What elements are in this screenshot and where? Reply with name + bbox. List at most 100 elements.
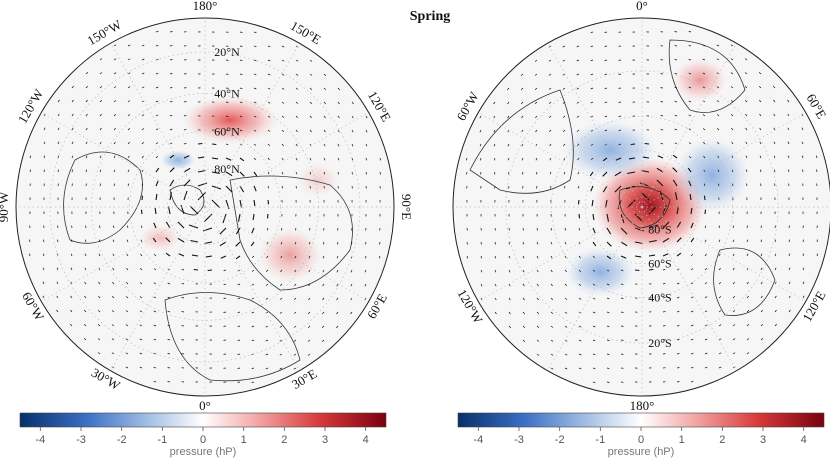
- wind-vector: [548, 87, 552, 90]
- latitude-label: 60°N: [214, 124, 240, 138]
- wind-vector: [577, 171, 580, 175]
- wind-vector: [508, 269, 511, 273]
- wind-vector: [309, 59, 313, 62]
- wind-vector: [704, 296, 708, 299]
- wind-vector: [364, 269, 367, 273]
- wind-vector: [281, 101, 285, 104]
- wind-vector: [604, 45, 608, 47]
- wind-vector: [295, 45, 299, 48]
- wind-vector: [71, 85, 74, 89]
- wind-vector: [760, 253, 763, 257]
- wind-vector: [112, 267, 115, 271]
- wind-vector: [71, 169, 73, 173]
- wind-vector: [43, 155, 46, 159]
- wind-vector: [702, 114, 706, 117]
- wind-vector: [773, 127, 776, 131]
- wind-vector: [676, 339, 680, 341]
- wind-vector: [746, 239, 749, 243]
- wind-vector: [816, 239, 818, 243]
- wind-vector: [169, 73, 173, 75]
- wind-vector: [562, 129, 566, 133]
- wind-vector: [620, 297, 624, 299]
- wind-vector: [702, 86, 706, 89]
- wind-vector: [169, 142, 173, 145]
- coastline-south-america: [469, 89, 574, 194]
- wind-vector: [758, 72, 762, 75]
- wind-vector: [127, 183, 130, 187]
- wind-vector: [578, 255, 581, 259]
- wind-vector: [153, 222, 157, 229]
- wind-vector: [604, 199, 608, 208]
- wind-vector: [29, 169, 31, 173]
- wind-vector: [183, 155, 190, 159]
- wind-vector: [253, 31, 257, 34]
- wind-vector: [604, 59, 608, 61]
- coastline-north-america: [63, 151, 143, 244]
- wind-vector: [308, 241, 311, 245]
- colorbar-tick-label: 3: [760, 434, 766, 446]
- wind-vector: [323, 143, 326, 147]
- longitude-label: 180°: [193, 0, 218, 13]
- wind-vector: [223, 297, 227, 299]
- wind-vector: [688, 180, 692, 187]
- latitude-circle: [129, 131, 281, 283]
- wind-vector: [112, 239, 115, 243]
- wind-vector: [237, 269, 241, 272]
- wind-vector: [321, 339, 325, 342]
- wind-vector: [535, 129, 538, 133]
- wind-vector: [732, 239, 735, 243]
- wind-vector: [127, 169, 130, 173]
- wind-vector: [620, 227, 628, 235]
- anomaly-south-pacific: [565, 247, 635, 297]
- wind-vector: [267, 157, 270, 161]
- wind-vector: [265, 353, 269, 356]
- wind-vector: [564, 241, 567, 245]
- wind-vector: [746, 295, 749, 299]
- wind-vector: [578, 339, 582, 342]
- wind-vector: [237, 339, 241, 341]
- wind-vector: [167, 339, 171, 341]
- wind-vector: [576, 73, 580, 76]
- wind-vector: [589, 171, 594, 177]
- wind-vector: [139, 296, 143, 299]
- colorbar-tick-label: -4: [35, 434, 45, 446]
- wind-vector: [730, 44, 734, 47]
- wind-vector: [690, 268, 694, 271]
- wind-vector: [309, 87, 313, 90]
- wind-vector: [662, 311, 666, 313]
- wind-vector: [578, 283, 582, 286]
- wind-vector: [251, 367, 255, 370]
- wind-vector: [126, 239, 129, 243]
- wind-vector: [181, 311, 185, 313]
- wind-vector: [688, 128, 692, 131]
- wind-vector: [113, 44, 117, 47]
- wind-vector: [295, 227, 297, 231]
- wind-vector: [466, 171, 468, 175]
- wind-vector: [534, 87, 538, 90]
- wind-vector: [125, 352, 129, 355]
- wind-vector: [183, 167, 191, 173]
- wind-vector: [155, 72, 159, 75]
- wind-vector: [71, 99, 74, 103]
- wind-vector: [84, 281, 87, 285]
- wind-vector: [203, 213, 213, 223]
- wind-vector: [85, 141, 88, 145]
- wind-vector: [522, 339, 526, 342]
- wind-vector: [43, 141, 46, 145]
- wind-vector: [85, 169, 88, 173]
- longitude-label: 180°: [630, 398, 655, 413]
- coastline-africa: [668, 39, 746, 113]
- colorbar-tick-label: 4: [363, 434, 369, 446]
- wind-vector: [220, 255, 227, 259]
- wind-vector: [309, 101, 313, 105]
- wind-vector: [308, 297, 311, 301]
- anomaly-siberia: [296, 162, 340, 198]
- wind-vector: [801, 113, 804, 117]
- wind-vector: [702, 58, 706, 61]
- wind-vector: [507, 115, 510, 119]
- wind-vector: [97, 338, 101, 341]
- wind-vector: [225, 143, 229, 146]
- wind-vector: [253, 143, 257, 146]
- wind-vector: [674, 114, 678, 117]
- wind-vector: [141, 128, 145, 131]
